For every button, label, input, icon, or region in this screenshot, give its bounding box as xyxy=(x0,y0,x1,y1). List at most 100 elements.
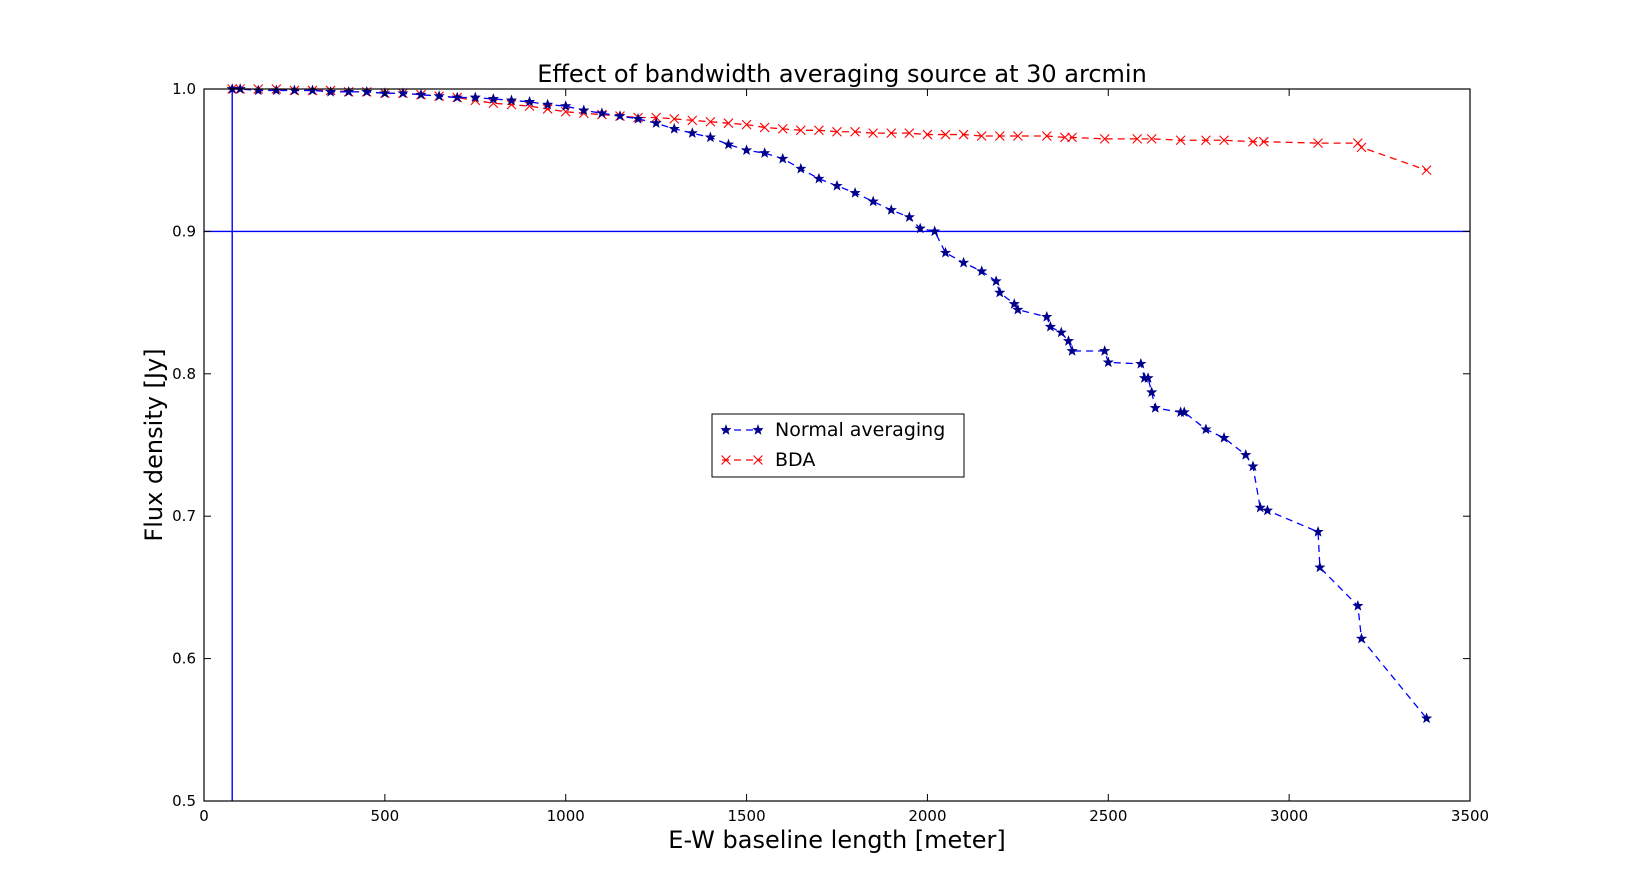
legend-marker-bda xyxy=(721,455,731,465)
x-tick-label: 0 xyxy=(199,807,209,825)
legend-box xyxy=(711,413,965,478)
y-tick-label: 0.5 xyxy=(172,792,196,810)
legend-marker-bda xyxy=(753,455,763,465)
legend-label-bda: BDA xyxy=(775,449,815,471)
data-point-bda xyxy=(994,131,1005,141)
data-point-normal-averaging xyxy=(704,131,716,143)
data-point-normal-averaging xyxy=(650,117,662,128)
data-point-normal-averaging xyxy=(1062,335,1075,346)
data-point-bda xyxy=(814,125,824,136)
data-point-normal-averaging xyxy=(451,91,463,103)
data-point-normal-averaging xyxy=(929,225,941,237)
x-tick-label: 1000 xyxy=(547,807,585,825)
data-point-bda xyxy=(1012,131,1023,141)
legend-marker-normal-averaging xyxy=(720,424,732,435)
legend-entries xyxy=(720,424,764,465)
x-axis-label: E-W baseline length [meter] xyxy=(668,826,1005,854)
data-point-normal-averaging xyxy=(1041,310,1053,322)
data-point-normal-averaging xyxy=(632,113,644,124)
data-point-normal-averaging xyxy=(1421,712,1433,724)
data-point-normal-averaging xyxy=(1200,423,1212,435)
data-point-bda xyxy=(705,116,716,127)
legend-label-normal-averaging: Normal averaging xyxy=(775,419,945,441)
data-point-bda xyxy=(1421,165,1432,176)
x-tick-label: 3000 xyxy=(1270,807,1308,825)
data-point-normal-averaging xyxy=(976,265,988,277)
x-tick-label: 1500 xyxy=(727,807,765,825)
data-point-normal-averaging xyxy=(813,172,825,184)
data-point-normal-averaging xyxy=(433,90,445,101)
data-point-bda xyxy=(795,125,806,136)
x-tick-label: 2000 xyxy=(908,807,946,825)
data-point-normal-averaging xyxy=(994,286,1006,298)
data-point-bda xyxy=(1248,136,1258,147)
data-point-normal-averaging xyxy=(1149,402,1161,413)
chart-title: Effect of bandwidth averaging source at … xyxy=(537,60,1147,88)
data-point-bda xyxy=(904,128,915,139)
data-point-normal-averaging xyxy=(958,256,970,268)
data-point-bda xyxy=(1356,142,1367,153)
data-point-normal-averaging xyxy=(1261,504,1274,516)
y-tick-label: 0.8 xyxy=(172,365,196,383)
data-point-bda xyxy=(1201,135,1211,146)
data-point-normal-averaging xyxy=(1352,600,1364,611)
data-point-bda xyxy=(506,99,517,110)
data-point-normal-averaging xyxy=(831,179,843,191)
data-point-normal-averaging xyxy=(759,147,771,158)
data-point-normal-averaging xyxy=(505,94,518,106)
data-point-bda xyxy=(940,129,951,140)
data-point-normal-averaging xyxy=(668,123,680,134)
data-point-bda xyxy=(777,123,788,134)
data-point-normal-averaging xyxy=(849,187,861,198)
data-point-normal-averaging xyxy=(487,93,499,104)
data-point-bda xyxy=(1258,136,1269,147)
data-point-normal-averaging xyxy=(914,222,926,234)
data-point-normal-averaging xyxy=(542,98,554,110)
data-point-normal-averaging xyxy=(903,211,915,222)
x-tick-label: 500 xyxy=(371,807,400,825)
data-point-normal-averaging xyxy=(741,144,753,155)
data-point-normal-averaging xyxy=(1247,460,1259,472)
data-point-normal-averaging xyxy=(939,246,952,258)
data-point-normal-averaging xyxy=(523,95,536,107)
data-point-bda xyxy=(1059,132,1070,143)
data-point-normal-averaging xyxy=(325,85,337,97)
y-tick-label: 0.7 xyxy=(172,507,196,525)
data-point-normal-averaging xyxy=(1044,320,1056,332)
data-point-normal-averaging xyxy=(1008,298,1020,309)
data-point-bda xyxy=(832,126,842,137)
data-point-bda xyxy=(1041,131,1052,141)
data-point-normal-averaging xyxy=(1355,632,1368,644)
data-point-bda xyxy=(560,106,571,117)
data-point-normal-averaging xyxy=(885,204,897,215)
data-point-normal-averaging xyxy=(686,127,698,138)
data-point-bda xyxy=(524,101,535,111)
data-point-bda xyxy=(759,122,770,133)
data-point-normal-averaging xyxy=(777,152,789,164)
data-point-bda xyxy=(1219,135,1229,146)
data-point-normal-averaging xyxy=(343,85,355,97)
data-point-bda xyxy=(868,128,879,139)
data-point-normal-averaging xyxy=(1012,303,1024,315)
data-point-normal-averaging xyxy=(867,195,879,207)
data-point-normal-averaging xyxy=(1055,326,1067,338)
data-point-normal-averaging xyxy=(469,91,481,103)
x-tick-label: 3500 xyxy=(1451,807,1489,825)
data-point-normal-averaging xyxy=(361,85,373,97)
data-point-normal-averaging xyxy=(614,110,626,121)
data-point-normal-averaging xyxy=(1218,432,1230,443)
axis-ticks: 0 500 1000 1500 2000 2500 3000 3500 0.5 0.6 0.7 0.8… xyxy=(172,80,1489,825)
data-point-bda xyxy=(687,115,698,126)
data-point-bda xyxy=(1132,133,1143,144)
data-point-bda xyxy=(850,126,860,137)
data-point-normal-averaging xyxy=(1314,561,1326,573)
y-tick-label: 0.6 xyxy=(172,650,196,668)
data-point-bda xyxy=(976,131,987,141)
data-point-normal-averaging xyxy=(578,104,590,116)
data-point-normal-averaging xyxy=(397,87,409,99)
data-point-normal-averaging xyxy=(795,162,807,174)
data-point-normal-averaging xyxy=(596,107,608,118)
data-point-bda xyxy=(669,114,680,124)
data-point-normal-averaging xyxy=(1135,357,1147,369)
